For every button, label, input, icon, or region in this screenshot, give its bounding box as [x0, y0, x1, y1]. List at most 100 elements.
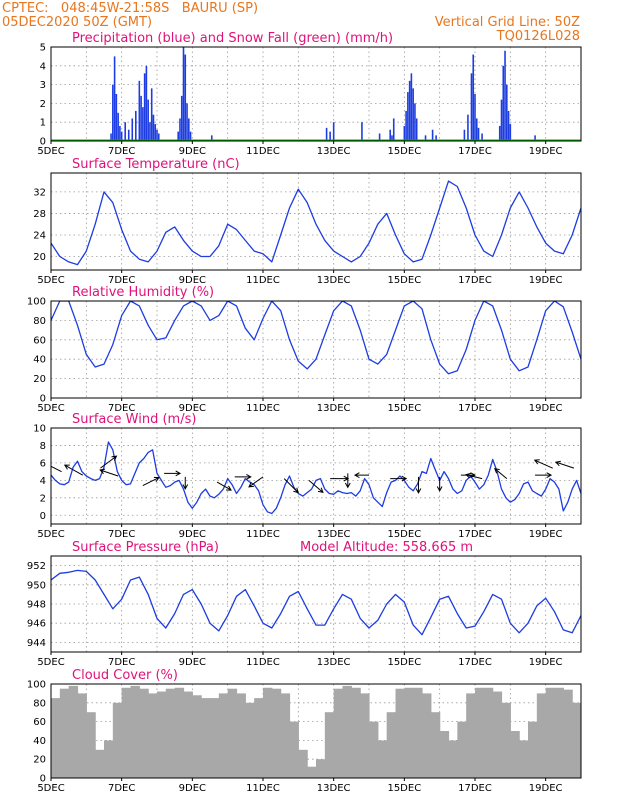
temp-xtick-label: 9DEC [179, 275, 206, 286]
precip-bar [143, 73, 146, 141]
pressure-ytick-label: 952 [27, 561, 46, 572]
rh-ytick-label: 80 [33, 316, 46, 327]
cloud-xtick-label: 11DEC [246, 783, 280, 794]
cloud-ytick-label: 40 [33, 736, 46, 747]
temp-ytick-label: 28 [33, 209, 46, 220]
precip-bar [188, 118, 190, 141]
wind-direction-arrow [63, 464, 84, 476]
temp-title: Surface Temperature (nC) [72, 157, 240, 172]
header-grid-note: Vertical Grid Line: 50Z [435, 15, 580, 30]
cloud-cover-bar [466, 693, 476, 778]
precip-bar [110, 133, 112, 141]
rh-data [51, 301, 581, 375]
precip-bar [210, 135, 213, 141]
precip-bar [182, 47, 185, 141]
precip-bar [112, 84, 114, 141]
precip-bar [481, 133, 483, 141]
rh-xtick-label: 19DEC [529, 403, 563, 414]
precip-bar [405, 110, 407, 141]
precip-bar [412, 88, 414, 141]
precip-bar [184, 54, 187, 141]
pressure-panel: 944 946 948 950 952 5DEC 7DEC 9DEC 11DEC 13DEC 15D… [27, 540, 582, 668]
cloud-xtick-label: 7DEC [108, 783, 135, 794]
cloud-cover-bar [554, 687, 564, 778]
wind-xtick-label: 5DEC [37, 529, 64, 540]
cloud-cover-bar [86, 712, 96, 778]
wind-ytick-label: 0 [40, 511, 46, 522]
wind-xtick-label: 17DEC [458, 529, 492, 540]
pressure-xtick-label: 11DEC [246, 657, 280, 668]
cloud-xtick-label: 15DEC [387, 783, 421, 794]
cloud-cover-bar [457, 721, 467, 778]
precip-bar [186, 103, 188, 141]
temp-xtick-label: 7DEC [108, 275, 135, 286]
precip-bar [391, 135, 393, 141]
wind-ytick-label: 2 [40, 493, 46, 504]
wind-ytick-label: 4 [40, 476, 46, 487]
wind-direction-arrow [283, 478, 299, 494]
wind-direction-arrow [142, 476, 160, 487]
wind-direction-arrow [554, 460, 575, 469]
cloud-cover-bar [369, 721, 379, 778]
precip-bar [361, 122, 363, 141]
wind-direction-arrow [234, 474, 252, 480]
cloud-cover-bar [608, 693, 617, 778]
cloud-cover-bar [218, 693, 229, 778]
precip-data [51, 47, 581, 141]
cloud-cover-bar [51, 698, 61, 778]
precip-bar [414, 103, 416, 141]
wind-title: Surface Wind (m/s) [72, 412, 196, 427]
cloud-cover-bar [68, 685, 79, 778]
precip-bar [506, 84, 508, 141]
precip-bar [470, 73, 473, 141]
cloud-cover-bar [386, 712, 397, 778]
cloud-cover-bar [483, 687, 494, 778]
cloud-cover-bar [59, 688, 70, 778]
cloud-cover-bar [236, 693, 246, 778]
wind-direction-arrow [465, 472, 483, 480]
wind-xtick-label: 7DEC [108, 529, 135, 540]
cloud-cover-bar [536, 693, 547, 778]
wind-direction-arrow [390, 475, 408, 482]
cloud-cover-bar [210, 698, 220, 778]
cloud-cover-bar [413, 687, 423, 778]
precip-bar [534, 135, 536, 141]
wind-ytick-label: 8 [40, 441, 46, 452]
precip-bar [180, 95, 183, 141]
rh-xtick-label: 5DEC [37, 403, 64, 414]
wind-direction-arrow [493, 467, 508, 480]
precip-bar [113, 56, 116, 141]
precip-bar [124, 122, 126, 141]
cloud-cover-bar [492, 691, 503, 778]
wind-direction-arrow [415, 476, 422, 494]
wind-direction-arrow [344, 473, 351, 489]
cloud-ytick-label: 0 [40, 774, 46, 785]
pressure-ytick-label: 948 [27, 600, 46, 611]
precip-bar [117, 112, 119, 141]
precip-ytick-label: 1 [40, 118, 46, 129]
temp-ytick-label: 24 [33, 230, 46, 241]
wind-direction-arrow [308, 479, 324, 494]
cloud-cover-bar [263, 687, 273, 778]
cloud-cover-bar [448, 740, 458, 778]
cloud-cover-bar [351, 687, 361, 778]
temp-frame [50, 172, 582, 271]
rh-ytick-label: 100 [27, 297, 46, 308]
precip-bar [472, 54, 475, 141]
cloud-cover-bar [581, 726, 590, 778]
precip-bar [392, 118, 395, 141]
cloud-cover-bar [395, 688, 405, 778]
cloud-cover-bar [519, 740, 529, 778]
cloud-title: Cloud Cover (%) [72, 668, 178, 683]
temp-data [51, 180, 581, 266]
cloud-xtick-label: 17DEC [458, 783, 492, 794]
cloud-cover-bar [510, 731, 520, 778]
cloud-cover-bar [130, 685, 140, 778]
pressure-xtick-label: 19DEC [529, 657, 563, 668]
cloud-cover-bar [174, 687, 185, 778]
rh-ytick-label: 20 [33, 374, 46, 385]
wind-data [51, 441, 581, 515]
cloud-panel: 0 20 40 60 80 100 5DEC 7DEC 9DEC 11DEC 13DEC 15DEC 1… [27, 668, 617, 794]
precip-ytick-label: 0 [40, 137, 46, 148]
temp-xtick-label: 15DEC [387, 275, 421, 286]
